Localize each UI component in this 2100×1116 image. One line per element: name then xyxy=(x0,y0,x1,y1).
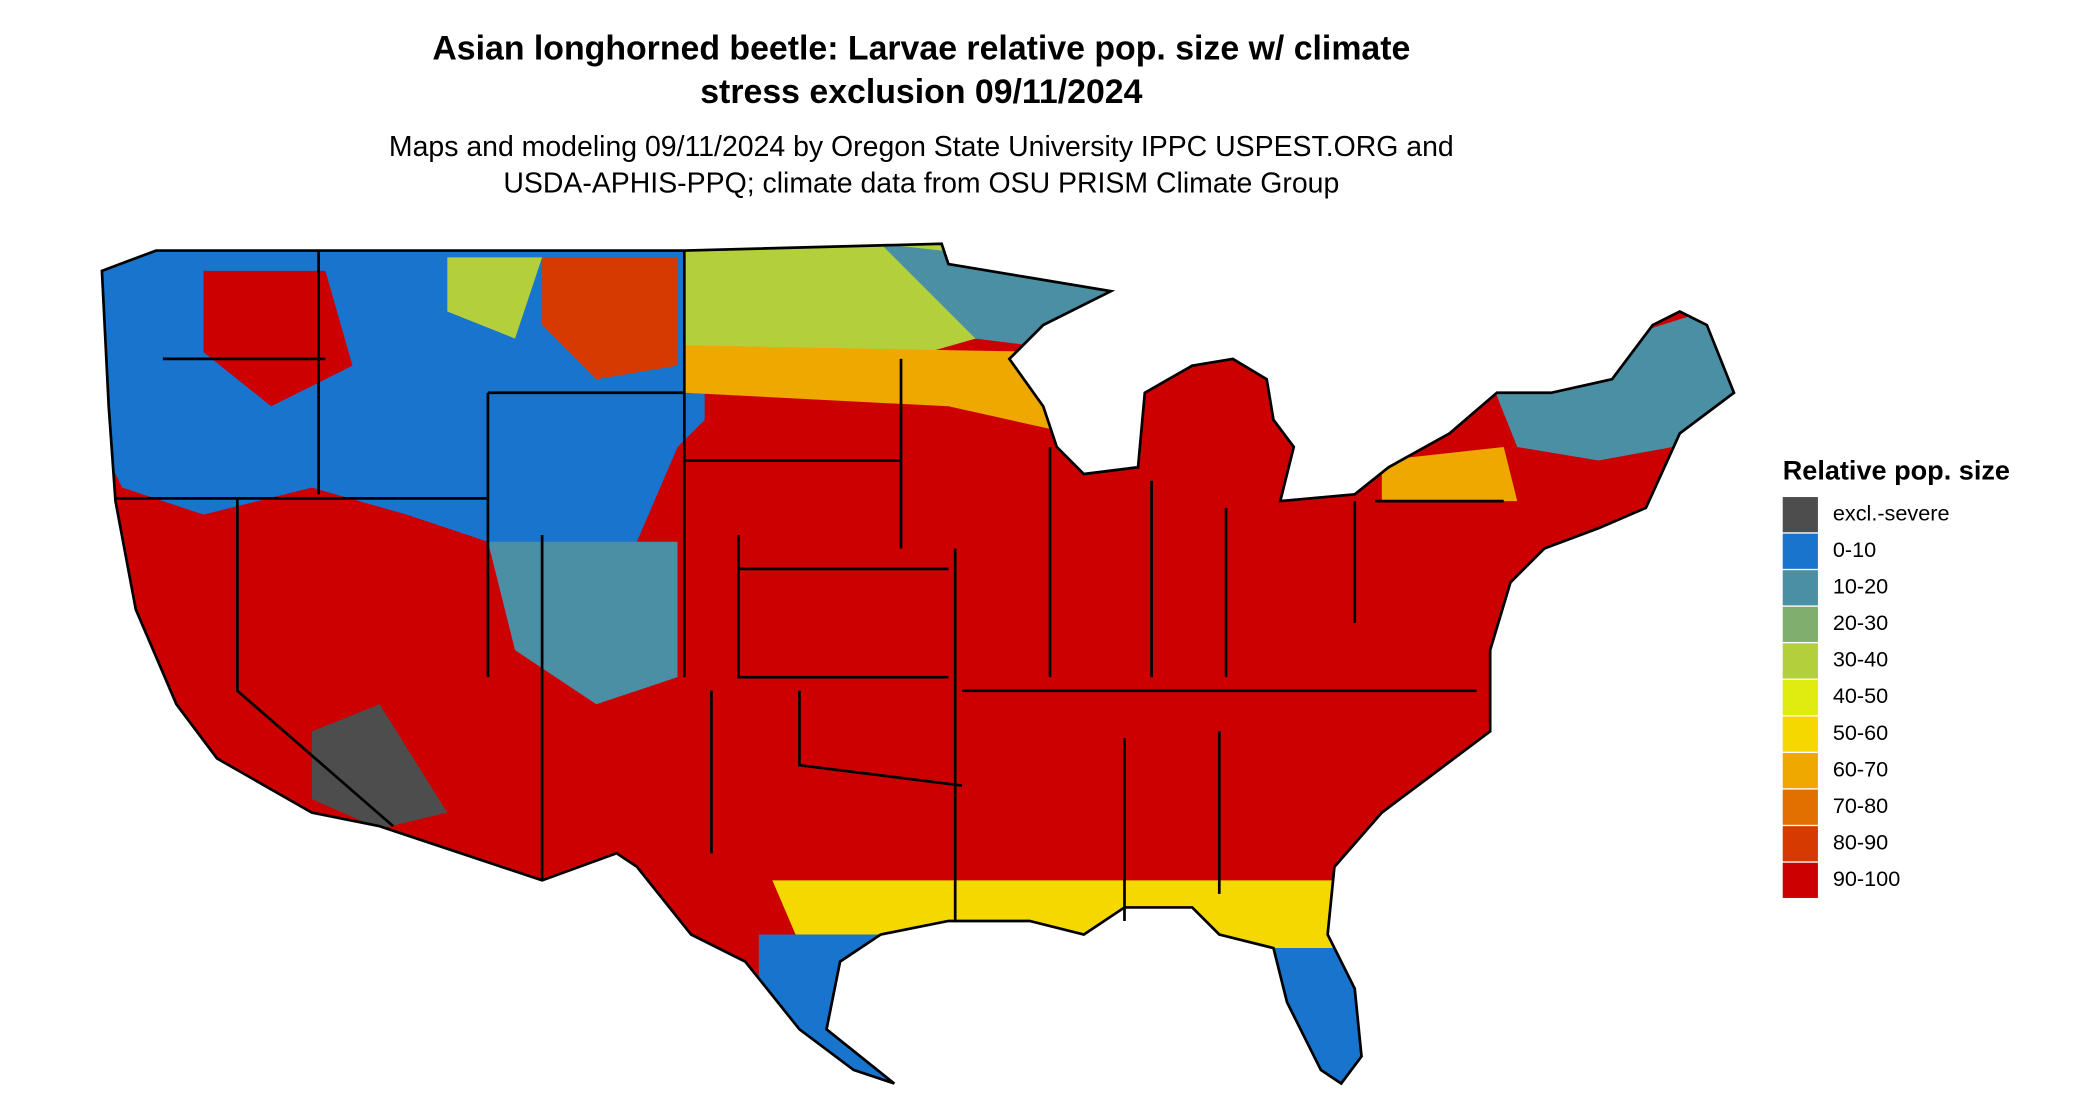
legend-swatch xyxy=(1782,497,1818,533)
region xyxy=(1381,446,1518,502)
legend-swatch xyxy=(1782,716,1818,752)
title: stress exclusion 09/11/2024 xyxy=(700,73,1142,111)
legend: Relative pop. size excl.-severe 0-10 10-20… xyxy=(1782,454,2010,898)
legend-label: 30-40 xyxy=(1833,647,1888,672)
map xyxy=(101,243,1734,1084)
region xyxy=(758,934,895,1084)
legend-label: 70-80 xyxy=(1833,793,1888,818)
region xyxy=(684,345,1071,434)
region xyxy=(203,270,353,407)
state-borders xyxy=(115,250,1504,921)
region xyxy=(311,704,448,829)
legend-label: excl.-severe xyxy=(1833,500,1950,525)
region xyxy=(487,541,678,705)
legend-swatch xyxy=(1782,753,1818,789)
legend-label: 0-10 xyxy=(1833,537,1876,562)
legend-swatch xyxy=(1782,679,1818,716)
legend-label: 80-90 xyxy=(1833,829,1888,854)
legend-label: 10-20 xyxy=(1833,574,1888,599)
legend-label: 60-70 xyxy=(1833,756,1888,781)
legend-swatch xyxy=(1782,643,1818,679)
region xyxy=(1490,297,1734,461)
subtitle: Maps and modeling 09/11/2024 by Oregon S… xyxy=(389,131,1454,163)
region xyxy=(542,257,678,380)
region xyxy=(447,257,543,339)
region xyxy=(772,880,1355,976)
title: Asian longhorned beetle: Larvae relative… xyxy=(432,30,1410,68)
legend-label: 20-30 xyxy=(1833,610,1888,635)
legend-title: Relative pop. size xyxy=(1783,454,2010,485)
legend-swatch xyxy=(1782,826,1818,862)
subtitle: USDA-APHIS-PPQ; climate data from OSU PR… xyxy=(503,167,1339,199)
region xyxy=(1273,948,1369,1084)
legend-swatch xyxy=(1782,862,1818,898)
legend-label: 90-100 xyxy=(1833,866,1900,891)
legend-swatch xyxy=(1782,789,1818,825)
legend-swatch xyxy=(1782,606,1818,642)
legend-swatch xyxy=(1782,533,1818,569)
region xyxy=(684,243,976,366)
legend-swatch xyxy=(1782,570,1818,606)
legend-label: 50-60 xyxy=(1833,720,1888,745)
legend-label: 40-50 xyxy=(1833,683,1888,708)
